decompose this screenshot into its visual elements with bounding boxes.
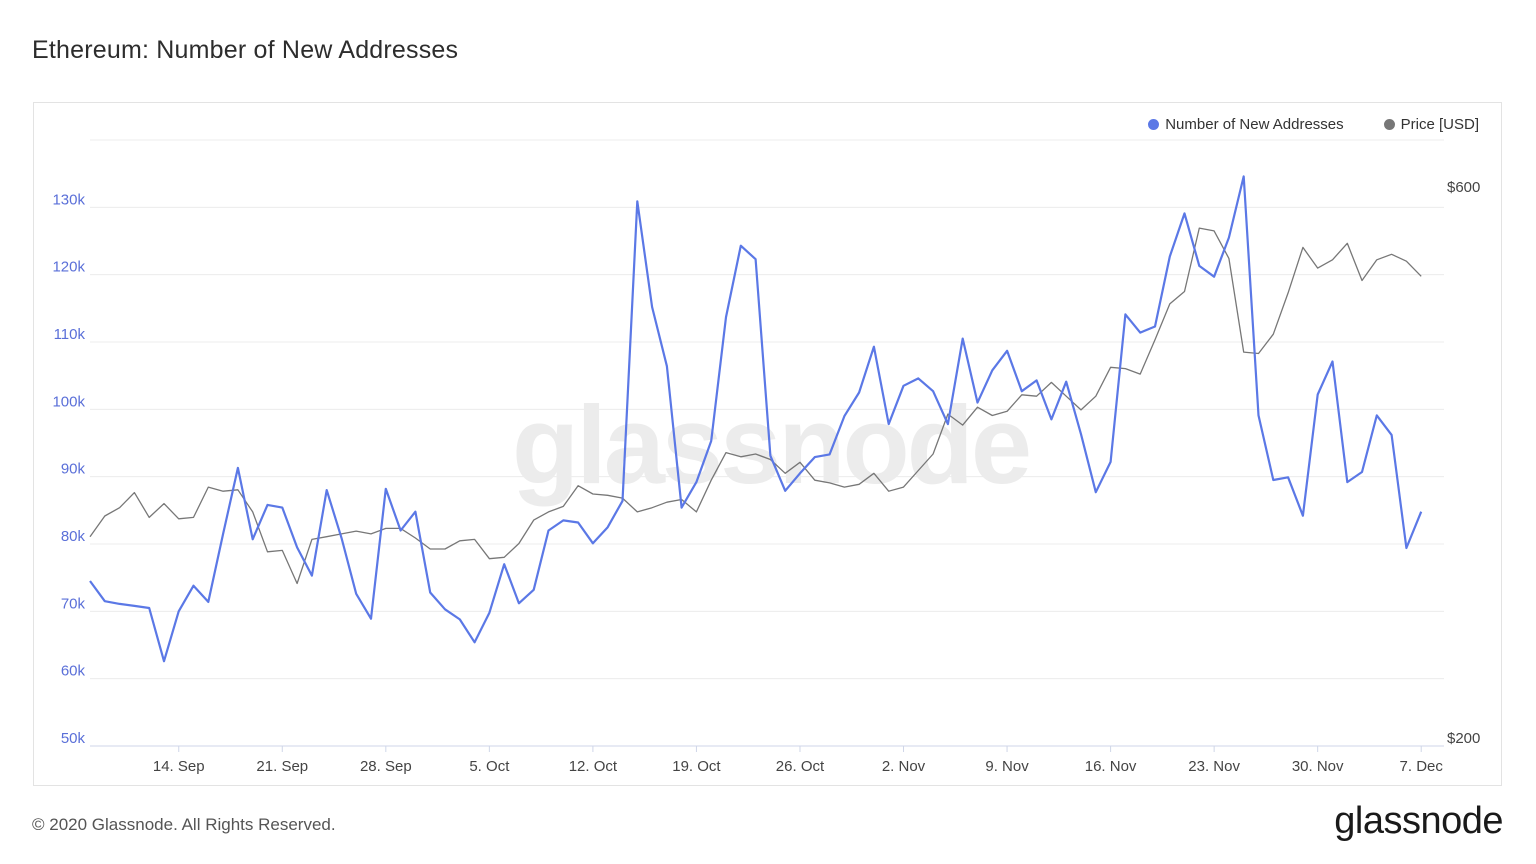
- chart-frame: [33, 102, 1502, 786]
- price-series-line: [89, 227, 1422, 585]
- x-tick-label: 16. Nov: [1085, 758, 1137, 775]
- chart-title: Ethereum: Number of New Addresses: [32, 36, 459, 64]
- legend-dot-icon: [1383, 119, 1395, 130]
- addresses-series-line: [89, 175, 1423, 663]
- legend-item-addresses[interactable]: Number of New Addresses: [1148, 116, 1344, 133]
- legend-label-addresses: Number of New Addresses: [1165, 116, 1344, 133]
- y-left-tick-label: 110k: [54, 326, 86, 343]
- glassnode-logo[interactable]: glassnode: [1334, 800, 1503, 842]
- x-tick-label: 5. Oct: [469, 758, 510, 775]
- watermark: glassnode: [512, 384, 1032, 507]
- x-tick-label: 23. Nov: [1188, 758, 1240, 775]
- y-left-tick-label: 50k: [61, 730, 86, 747]
- y-right-tick-label: $600: [1447, 179, 1480, 196]
- x-tick-label: 26. Oct: [776, 758, 825, 775]
- y-left-tick-label: 80k: [61, 528, 86, 545]
- x-tick-label: 7. Dec: [1400, 758, 1444, 775]
- x-tick-label: 19. Oct: [672, 758, 721, 775]
- legend-label-price: Price [USD]: [1400, 116, 1479, 133]
- y-left-tick-label: 100k: [52, 393, 85, 410]
- x-tick-label: 30. Nov: [1292, 758, 1344, 775]
- y-right-tick-label: $200: [1447, 730, 1480, 747]
- y-left-tick-label: 120k: [52, 259, 85, 276]
- y-left-tick-label: 70k: [61, 595, 86, 612]
- y-left-tick-label: 130k: [52, 191, 85, 208]
- x-tick-label: 9. Nov: [985, 758, 1029, 775]
- legend-dot-icon: [1148, 119, 1160, 130]
- x-tick-label: 2. Nov: [882, 758, 926, 775]
- copyright-text: © 2020 Glassnode. All Rights Reserved.: [32, 815, 336, 834]
- legend-item-price[interactable]: Price [USD]: [1383, 116, 1479, 133]
- legend: Number of New Addresses Price [USD]: [1148, 116, 1479, 133]
- x-tick-label: 21. Sep: [256, 758, 308, 775]
- x-tick-label: 14. Sep: [153, 758, 205, 775]
- x-tick-label: 12. Oct: [569, 758, 618, 775]
- y-left-tick-label: 90k: [61, 461, 86, 478]
- x-tick-label: 28. Sep: [360, 758, 412, 775]
- y-left-tick-label: 60k: [61, 663, 86, 680]
